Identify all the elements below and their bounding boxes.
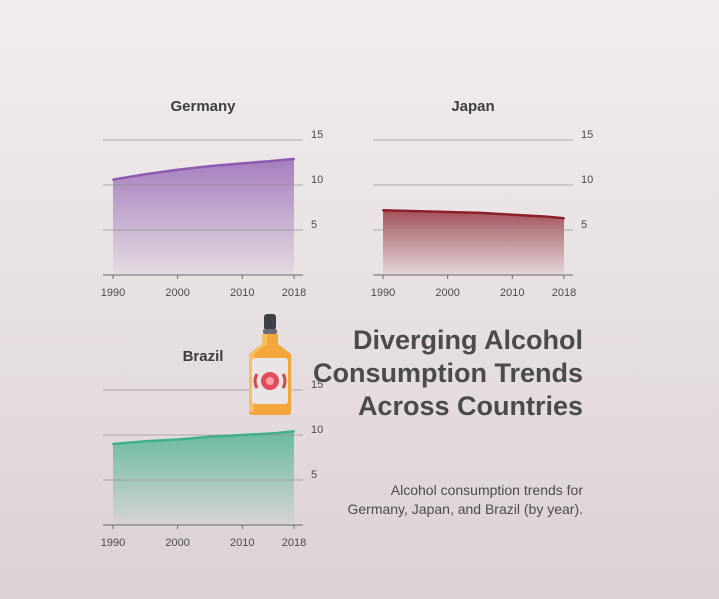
area-japan (383, 210, 564, 275)
x-tick-label: 2000 (165, 537, 189, 549)
chart-title-brazil: Brazil (182, 348, 224, 365)
data-point (293, 157, 295, 160)
data-point (446, 211, 449, 213)
x-tick-label: 1990 (371, 287, 395, 299)
x-tick-label: 2000 (435, 287, 459, 299)
chart-title-germany: Germany (170, 98, 236, 115)
data-point (273, 432, 276, 435)
x-tick-label: 2010 (500, 287, 524, 299)
y-tick-label: 10 (581, 174, 593, 186)
data-point (176, 438, 179, 441)
data-point (293, 430, 295, 433)
data-point (543, 215, 546, 218)
data-point (563, 217, 565, 220)
data-point (241, 162, 244, 165)
data-point (478, 211, 481, 214)
y-tick-label: 10 (311, 174, 323, 186)
chart-title-japan: Japan (451, 98, 495, 115)
area-germany (113, 158, 294, 275)
chart-germany: Germany 5 10 15 1990 2000 2010 2018 (101, 96, 363, 311)
chart-brazil: Brazil 5 10 15 1990 2000 2010 2018 (101, 346, 363, 561)
x-tick-label: 2018 (552, 287, 576, 299)
data-point (382, 209, 384, 212)
data-point (241, 434, 244, 436)
y-tick-label: 10 (311, 424, 323, 436)
data-point (511, 213, 514, 216)
y-tick-label: 15 (581, 129, 593, 141)
y-tick-label: 5 (311, 469, 317, 481)
chart-svg-brazil: 5 10 15 1990 2000 2010 2018 (101, 379, 323, 549)
area-brazil (113, 431, 294, 525)
headline: Diverging Alcohol Consumption Trends Acr… (313, 325, 583, 421)
data-point (208, 435, 211, 438)
x-tick-label: 2018 (282, 537, 306, 549)
data-point (144, 173, 147, 176)
data-point (414, 210, 417, 213)
chart-svg-japan: 5 10 15 1990 2000 2010 2018 (371, 129, 593, 299)
data-point (208, 165, 211, 168)
x-tick-label: 2000 (165, 287, 189, 299)
x-tick-label: 2010 (230, 287, 254, 299)
chart-japan: Japan 5 10 15 1990 2000 2010 2018 (371, 96, 633, 311)
liquor-bottle-icon (249, 314, 291, 415)
data-point (176, 168, 179, 171)
subtitle: Alcohol consumption trends for Germany, … (347, 482, 583, 517)
y-tick-label: 5 (581, 219, 587, 231)
y-tick-label: 5 (311, 219, 317, 231)
y-tick-label: 15 (311, 129, 323, 141)
x-tick-label: 1990 (101, 287, 125, 299)
x-tick-label: 2010 (230, 537, 254, 549)
data-point (112, 178, 114, 181)
y-tick-label: 15 (311, 379, 323, 391)
x-tick-label: 1990 (101, 537, 125, 549)
data-point (112, 443, 114, 445)
data-point (273, 159, 276, 162)
data-point (144, 440, 147, 443)
chart-svg-germany: 5 10 15 1990 2000 2010 2018 (101, 129, 323, 299)
x-tick-label: 2018 (282, 287, 306, 299)
